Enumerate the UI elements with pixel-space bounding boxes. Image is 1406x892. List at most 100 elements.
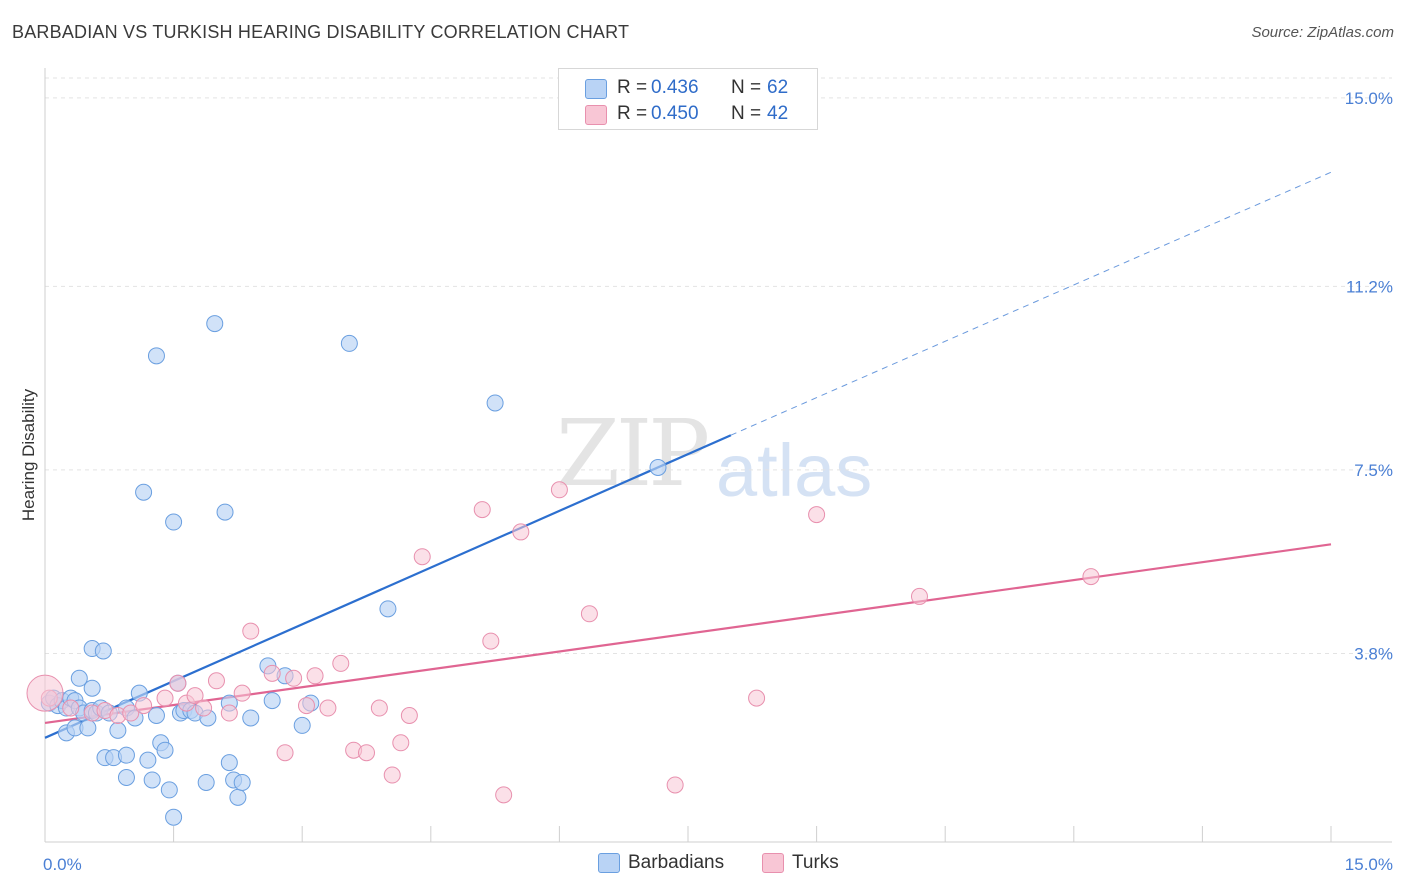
- point-turks: [332, 654, 350, 672]
- point-barbadians: [79, 719, 97, 737]
- point-turks: [169, 674, 187, 692]
- legend-r-value: 0.436: [651, 77, 699, 98]
- point-turks: [207, 672, 225, 690]
- point-turks: [285, 669, 303, 687]
- point-barbadians: [233, 773, 251, 791]
- point-turks: [297, 697, 315, 715]
- point-barbadians: [229, 788, 247, 806]
- point-barbadians: [340, 334, 358, 352]
- data-points: [26, 315, 1100, 826]
- legend-swatch-blue: [585, 79, 607, 99]
- point-turks: [263, 664, 281, 682]
- point-turks: [306, 667, 324, 685]
- point-turks: [370, 699, 388, 717]
- point-turks: [383, 766, 401, 784]
- legend-swatch-pink: [585, 105, 607, 125]
- point-turks: [808, 506, 826, 524]
- point-turks: [495, 786, 513, 804]
- point-turks: [473, 501, 491, 519]
- point-barbadians: [242, 709, 260, 727]
- point-barbadians: [486, 394, 504, 412]
- point-turks: [242, 622, 260, 640]
- point-turks: [666, 776, 684, 794]
- point-barbadians: [293, 716, 311, 734]
- point-turks: [1082, 568, 1100, 586]
- point-turks: [550, 481, 568, 499]
- chart-title: BARBADIAN VS TURKISH HEARING DISABILITY …: [12, 22, 630, 42]
- trend-line-turks: [44, 543, 1332, 725]
- point-barbadians: [220, 754, 238, 772]
- point-barbadians: [165, 513, 183, 531]
- point-barbadians: [70, 669, 88, 687]
- point-barbadians: [117, 769, 135, 787]
- y-tick-label: 15.0%: [1345, 89, 1393, 108]
- point-turks: [580, 605, 598, 623]
- point-barbadians: [165, 808, 183, 826]
- point-barbadians: [379, 600, 397, 618]
- point-barbadians: [216, 503, 234, 521]
- trend-line-barbadians: [44, 434, 732, 739]
- point-turks: [220, 704, 238, 722]
- point-barbadians: [156, 741, 174, 759]
- legend-n-value: 42: [767, 103, 789, 124]
- point-turks: [26, 674, 64, 712]
- tick-labels: 3.8% 7.5% 11.2% 15.0% 0.0% 15.0% Hearing Disab…: [19, 89, 1393, 874]
- point-barbadians: [206, 315, 224, 333]
- legend-r-label: R =: [617, 103, 648, 124]
- legend-n-value: 62: [767, 77, 789, 98]
- point-barbadians: [109, 721, 127, 739]
- point-turks: [392, 734, 410, 752]
- point-turks: [62, 699, 80, 717]
- point-barbadians: [649, 458, 667, 476]
- legend-r-label: R =: [617, 77, 648, 98]
- point-turks: [276, 744, 294, 762]
- x-tick-label: 0.0%: [43, 855, 82, 874]
- watermark-zip: ZIP: [556, 400, 710, 507]
- point-turks: [482, 632, 500, 650]
- point-barbadians: [139, 751, 157, 769]
- y-axis-title: Hearing Disability: [19, 388, 38, 521]
- point-turks: [233, 684, 251, 702]
- point-barbadians: [160, 781, 178, 799]
- watermark-atlas: atlas: [716, 429, 873, 512]
- point-turks: [358, 744, 375, 762]
- point-turks: [135, 697, 153, 715]
- y-tick-label: 11.2%: [1346, 277, 1393, 296]
- point-turks: [122, 704, 140, 722]
- correlation-legend: R = 0.436 N = 62 R = 0.450 N = 42: [558, 68, 818, 130]
- point-turks: [413, 548, 431, 566]
- point-barbadians: [147, 706, 165, 724]
- point-barbadians: [197, 773, 215, 791]
- point-barbadians: [263, 692, 281, 710]
- axes: [44, 68, 1392, 843]
- point-turks: [748, 689, 766, 707]
- legend-r-value: 0.450: [651, 103, 699, 124]
- point-barbadians: [143, 771, 161, 789]
- bottom-legend-label: Turks: [792, 852, 839, 873]
- y-tick-label: 3.8%: [1354, 644, 1393, 663]
- trend-lines: [44, 171, 1332, 739]
- point-turks: [186, 687, 204, 705]
- point-turks: [910, 587, 928, 605]
- point-turks: [400, 706, 418, 724]
- source-label: Source: ZipAtlas.com: [1251, 24, 1394, 41]
- point-barbadians: [147, 347, 165, 365]
- point-turks: [512, 523, 530, 541]
- point-turks: [319, 699, 337, 717]
- legend-n-label: N =: [731, 77, 762, 98]
- point-barbadians: [117, 746, 135, 764]
- y-tick-label: 7.5%: [1354, 461, 1393, 480]
- point-barbadians: [135, 483, 153, 501]
- point-turks: [156, 689, 174, 707]
- legend-n-label: N =: [731, 103, 762, 124]
- point-turks: [195, 699, 213, 717]
- point-barbadians: [83, 679, 101, 697]
- bottom-swatch-pink: [762, 853, 784, 873]
- x-tick-label: 15.0%: [1345, 855, 1393, 874]
- trend-line-barbadians-extension: [730, 171, 1332, 436]
- bottom-swatch-blue: [598, 853, 620, 873]
- point-barbadians: [94, 642, 112, 660]
- bottom-legend-label: Barbadians: [628, 852, 725, 873]
- gridlines: [45, 77, 1392, 654]
